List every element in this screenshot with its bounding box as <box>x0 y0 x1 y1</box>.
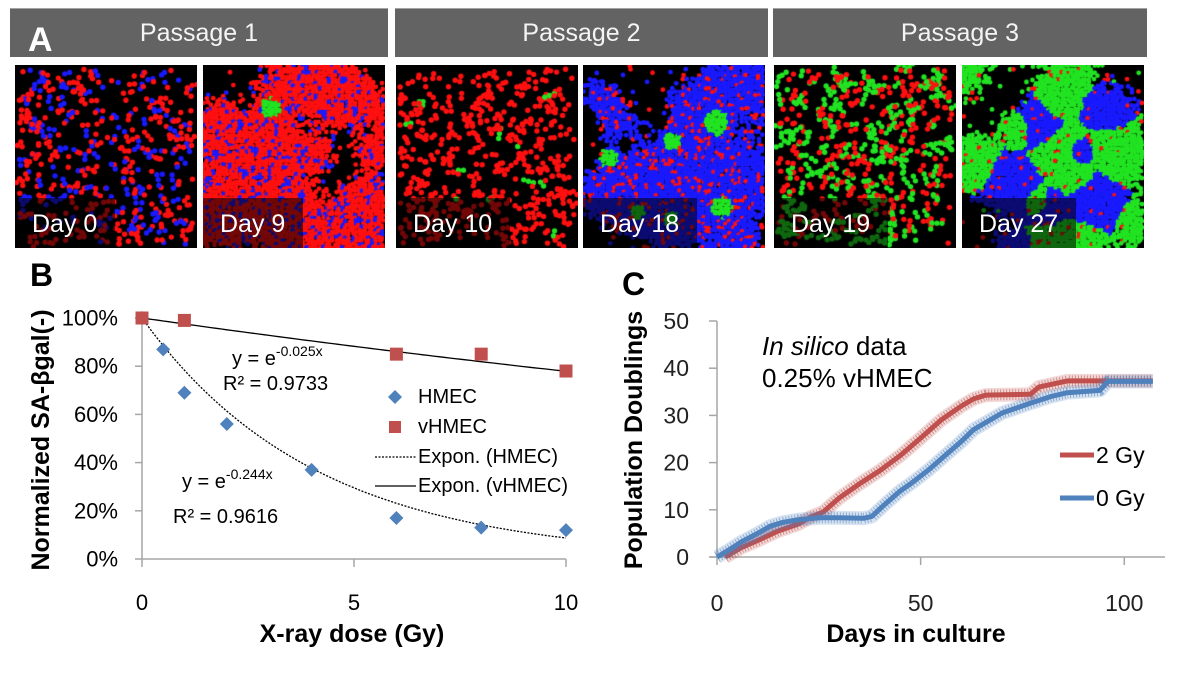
hmec-data-point <box>156 342 171 357</box>
legend-hmec-label: HMEC <box>418 386 477 408</box>
y-tick-label: 20 <box>663 450 689 476</box>
y-tick-label: 10 <box>663 497 689 523</box>
panel-b-letter: B <box>30 257 54 293</box>
passage-2-title: Passage 2 <box>522 18 641 47</box>
vhmec-data-point <box>135 311 149 325</box>
legend-hmec-trend-label: Expon. (HMEC) <box>418 446 558 468</box>
x-axis-label: X-ray dose (Gy) <box>260 620 445 648</box>
vhmec-data-point <box>389 347 403 361</box>
equation-base: y = e <box>232 348 276 370</box>
x-axis-label: Days in culture <box>826 620 1005 648</box>
chart-b-senescence-vs-dose: 0% 20% 40% 60% 80% 100% 0 5 10 Normalized SA-βga… <box>27 306 579 649</box>
panel-a-letter: A <box>28 21 53 59</box>
simulation-image-p3-early: Day 19 <box>774 65 956 248</box>
x-tick-label: 100 <box>1105 590 1143 616</box>
hmec-data-point <box>474 520 489 535</box>
simulation-image-p1-early: Day 0 <box>15 65 197 248</box>
passage-2-header: Passage 2 <box>395 8 768 57</box>
annotation-in-silico: In silico data <box>762 331 907 361</box>
passage-1-title: Passage 1 <box>139 18 259 47</box>
passage-1-header: Passage 1 <box>10 8 388 57</box>
day-label: Day 27 <box>979 210 1059 238</box>
series-line-2gy <box>723 378 1153 560</box>
day-label: Day 18 <box>600 210 680 238</box>
vhmec-fit-r2: R² = 0.9733 <box>223 373 328 395</box>
vhmec-data-point <box>559 364 573 378</box>
day-label-overlay: Day 19 <box>774 198 889 248</box>
day-label-overlay: Day 9 <box>203 198 304 248</box>
chart-b-ticks: 0% 20% 40% 60% 80% 100% 0 5 10 <box>62 306 579 616</box>
y-axis-label: Population Doublings <box>620 311 648 569</box>
equation-exponent: -0.025x <box>276 343 323 359</box>
chart-b-points <box>135 311 573 538</box>
y-tick-label: 80% <box>74 354 118 379</box>
chart-c-series <box>713 373 1153 564</box>
y-tick-label: 60% <box>74 402 118 427</box>
chart-c-population-doublings: 0 10 20 30 40 50 0 50 100 Population Doublings D… <box>620 308 1165 648</box>
trendline-vhmec <box>141 317 567 372</box>
legend-hmec-marker-icon <box>388 390 402 404</box>
y-tick-label: 0% <box>86 547 118 572</box>
annotation-italic: In silico <box>762 331 849 361</box>
day-label: Day 0 <box>32 210 98 238</box>
passage-3-header: Passage 3 <box>773 8 1147 57</box>
hmec-data-point <box>559 523 573 538</box>
hmec-data-point <box>219 417 234 432</box>
day-label-overlay: Day 18 <box>583 198 698 248</box>
day-label: Day 9 <box>220 210 286 238</box>
vhmec-data-point <box>474 347 488 361</box>
legend-0gy-label: 0 Gy <box>1096 485 1145 511</box>
day-label: Day 10 <box>413 210 493 238</box>
passage-3-title: Passage 3 <box>900 18 1020 47</box>
simulation-image-p2-early: Day 10 <box>396 65 578 248</box>
y-tick-label: 20% <box>74 498 118 523</box>
chart-c-ticks: 0 10 20 30 40 50 0 50 100 <box>663 308 1143 616</box>
simulation-image-p2-late: Day 18 <box>583 65 765 248</box>
simulation-image-p3-late: Day 27 <box>962 65 1144 248</box>
legend-2gy-label: 2 Gy <box>1096 442 1145 468</box>
x-tick-label: 50 <box>908 590 934 616</box>
vhmec-data-point <box>177 313 191 327</box>
y-tick-label: 30 <box>663 402 689 428</box>
y-tick-label: 40 <box>663 355 689 381</box>
hmec-fit-r2: R² = 0.9616 <box>173 506 278 528</box>
legend-vhmec-marker-icon <box>389 421 401 433</box>
chart-b-trendlines <box>141 317 567 539</box>
hmec-data-point <box>389 511 404 526</box>
series-line-0gy <box>715 378 1153 560</box>
y-axis-label: Normalized SA-βgal(-) <box>27 309 55 570</box>
y-tick-label: 0 <box>676 544 689 570</box>
equation-exponent: -0.244x <box>226 466 273 482</box>
annotation-rest: data <box>849 331 907 361</box>
hmec-data-point <box>304 462 319 477</box>
day-label: Day 19 <box>791 210 871 238</box>
chart-c-axes <box>710 321 1165 558</box>
x-tick-label: 0 <box>136 590 148 615</box>
hmec-fit-equation: y = e-0.244x <box>182 466 273 493</box>
legend-vhmec-trend-label: Expon. (vHMEC) <box>418 475 568 497</box>
day-label-overlay: Day 10 <box>396 198 511 248</box>
x-tick-label: 5 <box>348 590 360 615</box>
equation-base: y = e <box>182 471 226 493</box>
day-label-overlay: Day 0 <box>15 198 116 248</box>
y-tick-label: 100% <box>62 306 118 331</box>
x-tick-label: 10 <box>554 590 578 615</box>
day-label-overlay: Day 27 <box>962 198 1077 248</box>
simulation-image-p1-late: Day 9 <box>203 65 385 248</box>
panel-c-letter: C <box>622 266 646 302</box>
y-tick-label: 50 <box>663 308 689 334</box>
x-tick-label: 0 <box>711 590 724 616</box>
trendline-hmec <box>141 317 567 539</box>
annotation-vhmec-fraction: 0.25% vHMEC <box>762 363 933 393</box>
chart-c-legend: 2 Gy 0 Gy <box>1060 442 1145 511</box>
legend-vhmec-label: vHMEC <box>418 416 487 438</box>
y-tick-label: 40% <box>74 450 118 475</box>
hmec-data-point <box>177 385 192 400</box>
vhmec-fit-equation: y = e-0.025x <box>232 343 323 370</box>
chart-b-legend: HMEC vHMEC Expon. (HMEC) Expon. (vHMEC) <box>375 386 568 497</box>
